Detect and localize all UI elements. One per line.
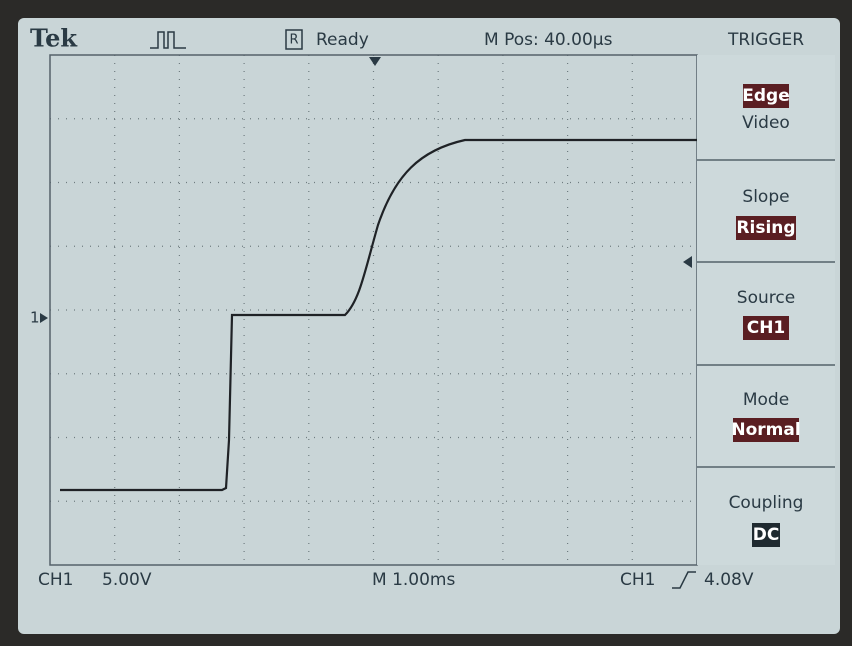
menu-title: TRIGGER bbox=[727, 30, 804, 50]
menu-value: CH1 bbox=[747, 318, 786, 338]
footer-scale: 5.00V bbox=[102, 570, 152, 590]
brand: Tek bbox=[30, 24, 78, 53]
oscilloscope-screen: Tek R Ready M Pos: 40.00µs TRIGGER Edge … bbox=[0, 0, 852, 646]
page: {"header": {"brand": "Tek", "status_icon… bbox=[0, 0, 852, 646]
channel-marker: 1 bbox=[30, 309, 40, 327]
position: M Pos: 40.00µs bbox=[484, 30, 613, 50]
menu-label: Slope bbox=[742, 187, 789, 207]
menu-value: DC bbox=[753, 525, 780, 545]
menu-label: Coupling bbox=[729, 493, 804, 513]
footer-channel: CH1 bbox=[38, 570, 73, 590]
menu-option-selected: Edge bbox=[742, 86, 789, 106]
menu-label: Source bbox=[737, 288, 795, 308]
footer-trigger-source: CH1 bbox=[620, 570, 655, 590]
status-icon: R bbox=[289, 33, 298, 48]
menu-option: Video bbox=[742, 113, 790, 133]
footer-trigger-level: 4.08V bbox=[704, 570, 754, 590]
status: Ready bbox=[316, 30, 369, 50]
menu-value: Rising bbox=[736, 218, 795, 238]
menu-value: Normal bbox=[731, 420, 800, 440]
footer-timebase: M 1.00ms bbox=[372, 570, 455, 590]
menu-label: Mode bbox=[743, 390, 789, 410]
